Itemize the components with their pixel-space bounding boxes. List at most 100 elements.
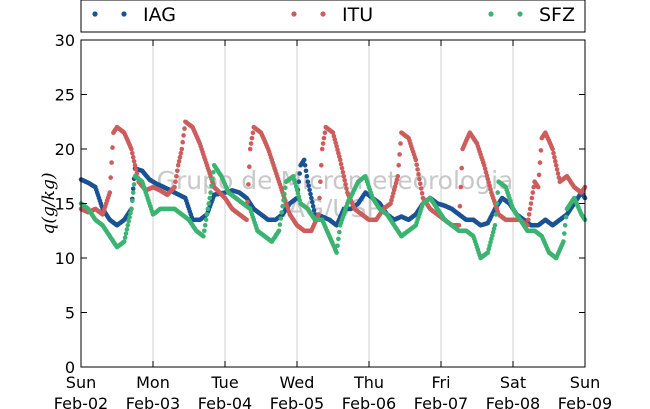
data-point: [131, 159, 137, 164]
x-tick-label-day: Wed: [280, 373, 315, 392]
data-point: [396, 163, 402, 168]
data-point: [177, 154, 183, 160]
data-point: [174, 174, 179, 179]
data-point: [107, 190, 113, 195]
data-point: [297, 171, 303, 176]
data-point: [209, 183, 214, 189]
x-tick-label-day: Sat: [500, 373, 526, 392]
data-point: [301, 157, 307, 163]
data-point: [307, 187, 312, 193]
data-point: [244, 217, 249, 223]
data-point: [320, 141, 326, 146]
data-point: [321, 135, 327, 141]
data-point: [316, 212, 321, 217]
data-point: [308, 191, 313, 197]
data-point: [280, 203, 285, 209]
data-point: [130, 186, 136, 192]
data-point: [247, 146, 253, 152]
x-tick-label-date: Feb-02: [54, 394, 108, 409]
data-point: [248, 141, 254, 146]
data-point: [306, 183, 312, 189]
data-point: [336, 236, 341, 242]
data-point: [317, 195, 322, 201]
data-point: [247, 164, 252, 169]
data-point: [202, 223, 208, 228]
y-tick-label: 5: [65, 304, 75, 323]
data-point: [552, 154, 557, 160]
x-tick-label-day: Sun: [570, 373, 600, 392]
data-point: [554, 167, 560, 172]
data-point: [457, 203, 463, 209]
y-tick-label: 25: [55, 86, 75, 105]
data-point: [535, 184, 541, 190]
legend-marker: [488, 11, 494, 17]
data-point: [128, 210, 133, 216]
legend: IAG ITU SFZ: [80, 0, 586, 33]
data-point: [341, 174, 347, 179]
data-point: [319, 146, 325, 152]
data-point: [130, 198, 135, 204]
legend-entry-itu: ITU: [291, 4, 373, 26]
x-tick-label-date: Feb-06: [342, 394, 396, 409]
data-point: [485, 250, 491, 255]
data-point: [176, 159, 182, 164]
data-point: [310, 199, 315, 205]
data-point: [527, 206, 533, 212]
legend-entry-sfz: SFZ: [488, 4, 575, 26]
x-tick-label-date: Feb-08: [486, 394, 540, 409]
data-point: [179, 146, 185, 152]
data-point: [311, 208, 317, 213]
x-axis: Sun Feb-02 Mon Feb-03 Tue Feb-04 Wed Feb-05 Thu F…: [54, 40, 612, 409]
legend-marker: [92, 11, 98, 17]
data-point: [337, 157, 343, 163]
legend-box: [80, 0, 586, 33]
data-point: [344, 186, 349, 191]
data-point: [129, 206, 134, 212]
data-point: [204, 212, 210, 217]
y-tick-label: 10: [55, 249, 75, 268]
data-point: [562, 223, 568, 228]
data-point: [109, 160, 114, 165]
data-point: [456, 223, 462, 228]
x-tick-label-date: Feb-04: [198, 394, 252, 409]
data-points: [78, 119, 588, 261]
data-point: [206, 201, 212, 206]
x-tick-label-date: Feb-05: [270, 394, 324, 409]
legend-marker: [291, 11, 297, 17]
data-point: [310, 203, 316, 209]
data-point: [495, 190, 501, 195]
x-tick-label-day: Tue: [210, 373, 238, 392]
data-point: [492, 223, 498, 228]
data-point: [338, 161, 344, 167]
data-point: [538, 148, 544, 153]
data-point: [550, 146, 555, 152]
data-point: [129, 146, 134, 152]
y-tick-label: 30: [55, 31, 75, 50]
data-point: [481, 163, 487, 168]
data-point: [124, 227, 130, 232]
legend-label: ITU: [342, 4, 373, 26]
legend-marker: [121, 11, 127, 17]
data-point: [553, 159, 558, 164]
data-point: [203, 217, 209, 223]
data-point: [309, 195, 314, 201]
data-point: [276, 228, 282, 234]
data-point: [536, 172, 542, 178]
data-point: [528, 201, 534, 206]
data-point: [561, 239, 566, 244]
data-point: [123, 231, 129, 236]
data-point: [415, 167, 420, 172]
y-axis: 0 5 10 15 20 25 30: [55, 31, 585, 377]
data-point: [277, 222, 283, 227]
data-point: [397, 152, 402, 157]
data-point: [416, 171, 421, 177]
data-point: [122, 235, 128, 240]
legend-marker: [517, 11, 523, 17]
data-point: [398, 141, 403, 146]
data-point: [173, 179, 178, 184]
y-tick-label: 20: [55, 140, 75, 159]
data-point: [126, 218, 131, 224]
series-sfz: [78, 163, 588, 261]
data-point: [342, 178, 348, 183]
